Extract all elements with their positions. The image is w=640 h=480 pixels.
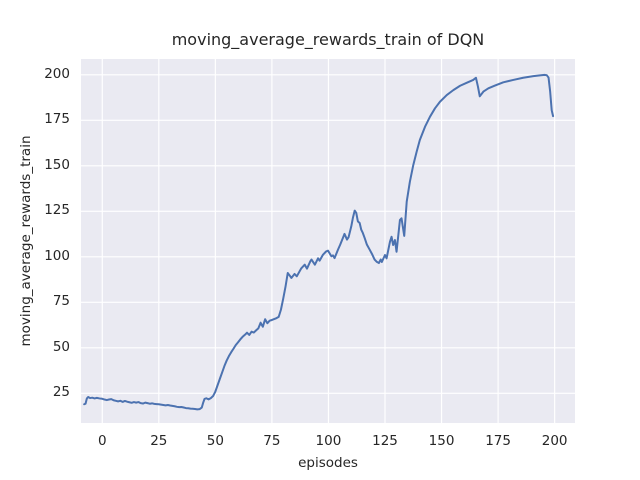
x-tick-label: 25	[150, 433, 168, 449]
y-tick-label: 125	[44, 202, 70, 219]
x-tick-label: 0	[97, 433, 107, 449]
y-tick-label: 150	[44, 156, 70, 173]
y-tick-label: 75	[52, 293, 70, 310]
x-tick-label: 125	[372, 433, 398, 449]
y-tick-label: 50	[52, 338, 70, 355]
x-axis-label: episodes	[298, 455, 358, 471]
y-tick-label: 25	[52, 384, 70, 401]
y-tick-label: 200	[44, 65, 70, 82]
x-tick-label: 175	[485, 433, 511, 449]
plot-area	[81, 59, 575, 423]
y-tick-label: 175	[44, 111, 70, 128]
chart-title: moving_average_rewards_train of DQN	[171, 30, 485, 49]
x-tick-label: 200	[541, 433, 568, 449]
x-tick-label: 75	[263, 433, 281, 449]
series-line	[83, 73, 555, 411]
y-tick-label: 100	[44, 247, 70, 264]
x-tick-label: 100	[315, 433, 342, 449]
x-tick-label: 150	[428, 433, 455, 449]
x-tick-label: 50	[206, 433, 224, 449]
